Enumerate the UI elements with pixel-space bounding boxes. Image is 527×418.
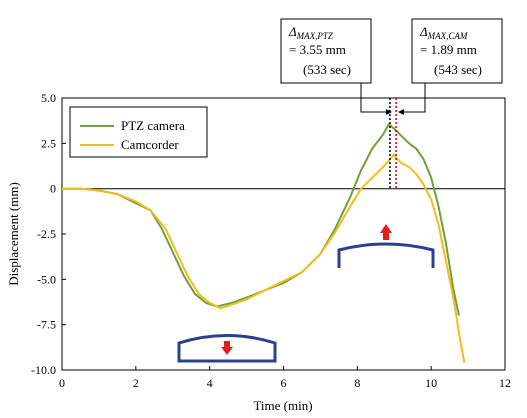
schematic-upward (337, 224, 435, 268)
x-tick-label: 4 (207, 376, 213, 390)
y-axis-title: Displacement (mm) (6, 182, 21, 286)
y-tick-label: 5.0 (41, 91, 56, 105)
callout-cam-arrowhead (398, 109, 404, 115)
y-tick-label: -7.5 (37, 318, 56, 332)
tick-labels: 0 2 4 6 8 10 12 5.0 2.5 0 -2.5 -5.0 -7.5 -10.0 (31, 91, 511, 390)
callout-cam-leader (402, 83, 426, 113)
schematic-upward-outline (337, 242, 435, 268)
callout-ptz-delta: ΔMAX,PTZ (288, 24, 334, 41)
x-tick-label: 10 (425, 376, 437, 390)
callout-ptz-time: (533 sec) (303, 62, 351, 77)
ticks (61, 97, 506, 371)
y-tick-label: -10.0 (31, 363, 56, 377)
callout-cam-value: = 1.89 mm (420, 42, 477, 57)
series-layer (62, 123, 466, 363)
y-tick-label: -5.0 (37, 272, 56, 286)
callout-ptz-subscript: MAX,PTZ (296, 31, 334, 41)
legend-label-camcorder: Camcorder (121, 137, 179, 152)
legend-box (69, 106, 208, 158)
x-tick-label: 0 (59, 376, 65, 390)
schematic-downward-arrow-shaft (224, 341, 230, 348)
callout-ptz-box (280, 18, 372, 84)
x-tick-label: 6 (281, 376, 287, 390)
x-axis-title: Time (min) (253, 398, 312, 413)
x-tick-label: 12 (499, 376, 511, 390)
callout-cam: ΔMAX,CAM = 1.89 mm (543 sec) (411, 18, 503, 84)
schematic-downward-outline (177, 334, 277, 363)
y-tick-label: 2.5 (41, 136, 56, 150)
x-tick-label: 2 (133, 376, 139, 390)
series-line-camcorder (62, 153, 466, 363)
callout-cam-time: (543 sec) (434, 62, 482, 77)
callout-ptz-leader (360, 83, 388, 113)
y-tick-label: 0 (50, 182, 56, 196)
schematic-downward-arrow-head (221, 347, 233, 355)
schematic-upward-arrow-head (380, 224, 392, 233)
y-tick-label: -2.5 (37, 227, 56, 241)
callout-cam-box (411, 18, 503, 84)
x-tick-label: 8 (354, 376, 360, 390)
legend: PTZ camera Camcorder (69, 106, 208, 158)
callout-cam-delta: ΔMAX,CAM (419, 24, 468, 41)
legend-label-ptz: PTZ camera (121, 118, 185, 133)
schematic-downward (177, 334, 277, 363)
callout-cam-subscript: MAX,CAM (427, 31, 468, 41)
schematic-upward-arrow-shaft (383, 232, 389, 240)
callout-ptz-value: = 3.55 mm (289, 42, 346, 57)
callout-ptz: ΔMAX,PTZ = 3.55 mm (533 sec) (280, 18, 372, 84)
callout-ptz-arrowhead (386, 109, 392, 115)
